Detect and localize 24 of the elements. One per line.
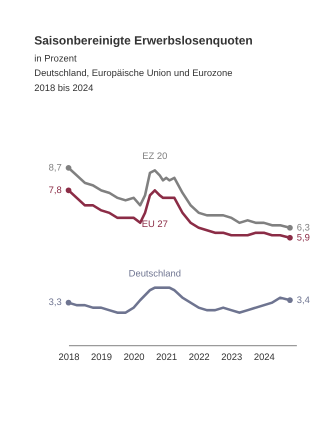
series-label: Deutschland <box>128 268 181 279</box>
x-tick-label: 2020 <box>124 351 145 362</box>
x-tick-label: 2022 <box>188 351 210 362</box>
point <box>66 300 72 306</box>
point <box>287 234 293 241</box>
data-label: 5,9 <box>296 231 310 242</box>
data-label: 6,3 <box>296 221 310 232</box>
point <box>66 165 72 171</box>
series-label: EZ 20 <box>142 150 168 162</box>
x-tick-label: 2019 <box>91 351 112 362</box>
x-tick-label: 2021 <box>156 351 178 362</box>
chart-title: Saisonbereinigte Erwerbslosenquoten <box>34 33 253 48</box>
data-label: 7,8 <box>48 184 62 195</box>
chart-subtitle: in Prozent Deutschland, Europäische Union und Eurozone 2018 bis 2024 <box>34 52 232 93</box>
point <box>287 224 293 231</box>
point <box>287 297 293 304</box>
data-label: 3,3 <box>48 296 62 308</box>
series-label: EU 27 <box>142 218 168 230</box>
point <box>66 187 72 194</box>
x-tick-label: 2024 <box>254 351 275 362</box>
data-label: 3,4 <box>296 294 310 305</box>
x-tick-label: 2023 <box>221 351 242 362</box>
x-tick-label: 2018 <box>58 351 80 362</box>
data-label: 8,7 <box>48 161 62 172</box>
